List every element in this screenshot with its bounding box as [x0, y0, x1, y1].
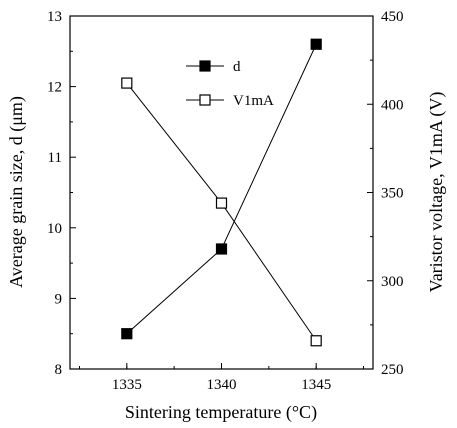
legend-marker-d [199, 60, 211, 72]
y-left-tick-label: 12 [47, 80, 62, 96]
y-right-tick-label: 450 [381, 9, 404, 25]
x-axis-label: Sintering temperature (°C) [125, 402, 317, 423]
y-left-tick-label: 11 [48, 150, 62, 166]
x-tick-label: 1340 [207, 377, 237, 393]
series-lines [126, 44, 317, 342]
series-line-d [126, 44, 317, 335]
y-left-tick-label: 8 [55, 362, 63, 378]
y-left-tick-label: 13 [47, 9, 62, 25]
axis-ticks: 1335 1340 1345 8 9 10 11 12 13 250 300 350 400 450 [47, 9, 404, 393]
legend: d V1mA [186, 59, 274, 109]
legend-marker-V1mA [199, 94, 211, 106]
y-left-tick-label: 10 [47, 221, 62, 237]
y-right-tick-label: 250 [381, 362, 404, 378]
marker-V1mA-2 [310, 335, 322, 347]
y-axis-label-right: Varistor voltage, V1mA (V) [426, 92, 447, 293]
y-left-tick-label: 9 [55, 291, 63, 307]
legend-label-d: d [233, 59, 241, 75]
marker-V1mA-0 [121, 77, 133, 89]
y-right-tick-label: 300 [381, 274, 404, 290]
marker-d-1 [215, 243, 228, 255]
series-line-V1mA [126, 82, 317, 342]
marker-V1mA-1 [215, 197, 228, 209]
marker-d-2 [310, 38, 322, 50]
y-axis-label-left: Average grain size, d (μm) [6, 96, 27, 288]
plot-frame [69, 15, 374, 370]
x-tick-label: 1335 [112, 377, 142, 393]
x-tick-label: 1345 [301, 377, 331, 393]
legend-label-V1mA: V1mA [233, 93, 274, 109]
y-right-tick-label: 350 [381, 186, 404, 202]
marker-d-0 [121, 328, 133, 340]
series-markers [121, 38, 322, 347]
y-right-tick-label: 400 [381, 97, 404, 113]
